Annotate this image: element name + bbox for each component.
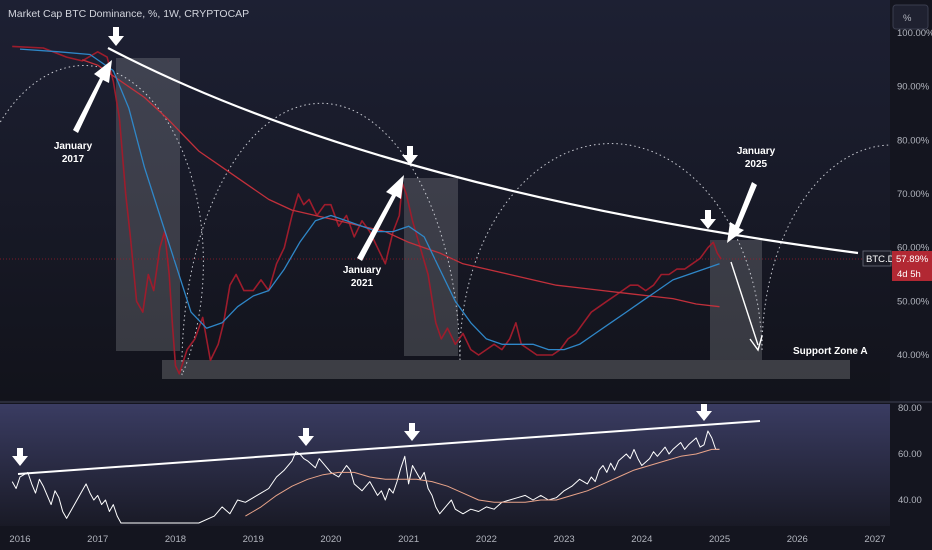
annotation-january-2017: January 2017 [54, 141, 93, 165]
cycle-arc-4 [761, 144, 891, 351]
down-arrow-icon-rsi-2024 [696, 404, 712, 421]
svg-text:BTC.D: BTC.D [866, 254, 895, 265]
rsi-ma-line [245, 448, 720, 517]
btc-dominance-line [12, 45, 722, 375]
x-tick-label: 2022 [476, 534, 497, 545]
y-tick-label: 80.00% [897, 135, 930, 146]
projection-arrow [730, 261, 763, 352]
arrow-2025 [727, 182, 757, 243]
dotted-cycle-arcs [0, 65, 891, 376]
down-markers-rsi [12, 404, 712, 466]
down-arrow-icon-2024 [700, 210, 716, 229]
down-arrow-icon-2021 [402, 146, 418, 165]
x-tick-label: 2025 [709, 534, 730, 545]
main-series-layer [0, 45, 862, 375]
x-tick-label: 2027 [864, 534, 885, 545]
rsi-ascending-trendline [17, 420, 761, 475]
price-tag: BTC.D 57.89% 4d 5h [862, 250, 932, 281]
annotation-support-zone-a: Support Zone A [793, 346, 868, 357]
rsi-y-tick-label: 80.00 [898, 403, 922, 414]
y-tick-label: 60.00% [897, 243, 930, 254]
annotation-january-2025: January 2025 [737, 146, 776, 170]
shaded-zone-2021 [404, 178, 458, 356]
down-arrow-icon-rsi-2016 [12, 448, 28, 466]
sma-blue-line [19, 48, 720, 351]
svg-text:%: % [903, 13, 912, 24]
y-axis-main: 100.00% 90.00% 80.00% 70.00% 60.00% 50.00% 40.… [897, 28, 932, 361]
rsi-series-layer [11, 430, 720, 524]
y-tick-label: 50.00% [897, 296, 930, 307]
support-zone-a-box [162, 360, 850, 379]
arrow-2021 [357, 175, 404, 261]
rsi-y-tick-label: 40.00 [898, 495, 922, 506]
x-tick-label: 2020 [320, 534, 341, 545]
svg-text:4d 5h: 4d 5h [897, 269, 921, 280]
x-tick-label: 2017 [87, 534, 108, 545]
x-tick-label: 2023 [554, 534, 575, 545]
descending-trendline [107, 47, 859, 255]
shaded-zone-2025 [710, 240, 762, 360]
cycle-arc-1 [0, 65, 204, 376]
y-tick-label: 70.00% [897, 189, 930, 200]
annotation-arrows [73, 60, 757, 261]
cycle-arc-3 [459, 143, 763, 361]
down-arrow-icon-rsi-2019 [298, 428, 314, 446]
arrow-2017 [73, 60, 112, 133]
down-arrow-icon-2017 [108, 27, 124, 46]
x-tick-label: 2019 [243, 534, 264, 545]
cycle-arc-2 [181, 102, 461, 376]
x-tick-label: 2018 [165, 534, 186, 545]
y-axis-rsi: 80.00 60.00 40.00 [898, 403, 922, 506]
x-axis: 2016 2017 2018 2019 2020 2021 2022 2023 2024 2025… [9, 534, 885, 545]
x-tick-label: 2021 [398, 534, 419, 545]
chart-title: Market Cap BTC Dominance, %, 1W, CRYPTOC… [8, 8, 249, 20]
annotation-january-2021: January 2021 [343, 265, 382, 289]
x-tick-label: 2024 [631, 534, 652, 545]
down-markers-main [108, 27, 716, 229]
y-tick-label: 100.00% [897, 28, 932, 39]
svg-text:57.89%: 57.89% [896, 254, 929, 265]
rsi-line [11, 430, 720, 524]
y-tick-label: 40.00% [897, 350, 930, 361]
down-arrow-icon-rsi-2021 [404, 423, 420, 441]
x-tick-label: 2016 [9, 534, 30, 545]
y-tick-label: 90.00% [897, 82, 930, 93]
sma-red-line [81, 59, 720, 308]
percent-scale-button[interactable]: % [892, 4, 929, 30]
rsi-y-tick-label: 60.00 [898, 449, 922, 460]
x-tick-label: 2026 [787, 534, 808, 545]
